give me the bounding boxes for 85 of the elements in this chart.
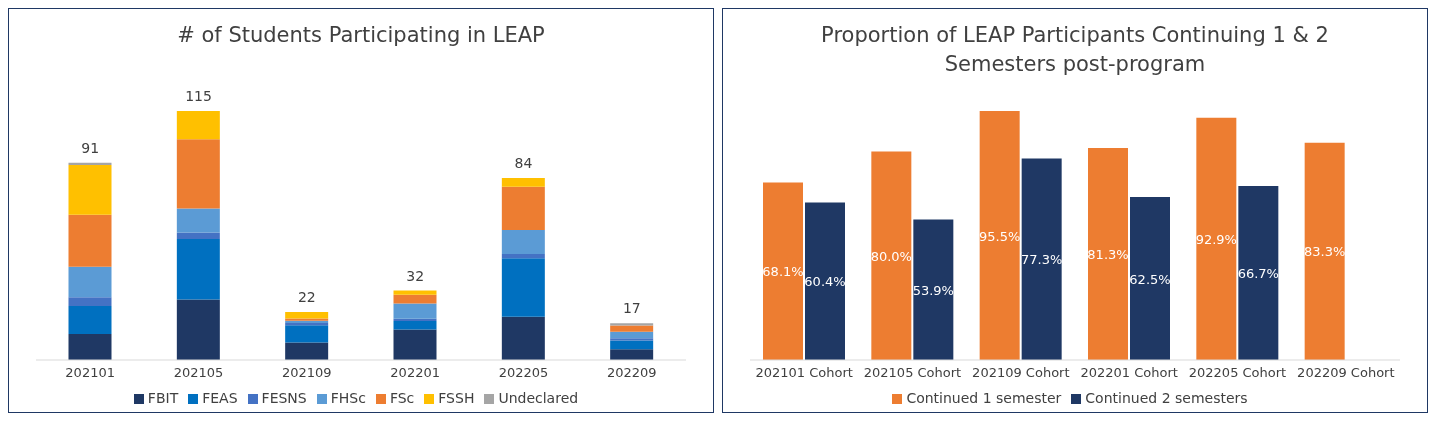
bar <box>1196 117 1237 360</box>
legend-label: Undeclared <box>498 390 579 406</box>
x-tick-label: 202205 Cohort <box>1188 365 1287 381</box>
legend-label: Continued 1 semester <box>906 390 1062 406</box>
bar <box>501 186 545 231</box>
data-label: 92.9% <box>1195 231 1237 247</box>
data-label: 53.9% <box>912 282 954 298</box>
bar <box>501 253 545 259</box>
bar <box>393 294 437 304</box>
bar <box>285 342 329 360</box>
bar <box>68 165 112 215</box>
legend-label: Continued 2 semesters <box>1085 390 1248 406</box>
bar <box>610 338 654 341</box>
bar <box>68 334 112 360</box>
bar <box>393 320 437 330</box>
chart-title: # of Students Participating in LEAP <box>176 22 546 49</box>
bar <box>176 238 220 300</box>
bar <box>176 208 220 233</box>
legend-label: FSSH <box>438 390 475 406</box>
data-label: 95.5% <box>979 228 1021 244</box>
bar <box>393 303 437 319</box>
bar <box>393 290 437 295</box>
x-tick-label: 202201 Cohort <box>1080 365 1178 381</box>
bar <box>1304 142 1345 360</box>
bar <box>501 230 545 254</box>
x-tick-label: 202209 <box>607 365 657 381</box>
data-label: 66.7% <box>1237 266 1279 282</box>
data-label: 83.3% <box>1304 244 1346 260</box>
x-tick-label: 202101 Cohort <box>755 365 853 381</box>
bar <box>1088 148 1128 360</box>
data-label: 62.5% <box>1129 271 1171 287</box>
bar <box>68 297 112 306</box>
bar <box>176 232 220 239</box>
x-tick-label: 202105 Cohort <box>863 365 962 381</box>
legend-label: FSc <box>389 390 415 406</box>
annotation: 17 <box>622 300 641 317</box>
data-label: 80.0% <box>870 248 912 264</box>
annotation: 115 <box>185 88 212 104</box>
legend-label: FHSc <box>330 390 366 406</box>
bar <box>610 340 654 350</box>
legend-label: FBIT <box>147 390 179 406</box>
bar <box>805 202 845 360</box>
bar <box>610 325 654 332</box>
bar <box>1238 186 1279 360</box>
x-tick-label: 202201 <box>390 365 440 381</box>
bar <box>610 323 654 326</box>
bar <box>285 311 329 319</box>
legend-label: FEAS <box>202 390 238 406</box>
bar <box>68 162 112 166</box>
bar <box>913 219 954 360</box>
bar <box>501 316 545 360</box>
data-label: 81.3% <box>1087 247 1129 263</box>
bar <box>1130 197 1170 360</box>
legend-label: FESNS <box>261 390 307 406</box>
bar <box>610 331 654 339</box>
x-tick-label: 202205 <box>498 365 549 381</box>
bar <box>393 329 437 360</box>
bar <box>763 182 803 360</box>
x-tick-label: 202105 <box>173 365 224 381</box>
annotation: 91 <box>81 139 100 156</box>
annotation: 84 <box>514 154 533 171</box>
bar <box>610 349 654 360</box>
bar <box>285 325 329 343</box>
bar <box>393 318 437 321</box>
chart-title: Proportion of LEAP Participants Continuing 1 & 2 Semesters post-program <box>820 22 1330 78</box>
annotation: 22 <box>297 288 316 305</box>
bar <box>1021 158 1062 360</box>
data-label: 60.4% <box>804 274 846 290</box>
annotation: 32 <box>406 267 425 284</box>
x-tick-label: 202109 Cohort <box>972 365 1070 381</box>
data-label: 68.1% <box>762 264 804 280</box>
x-tick-label: 202101 <box>65 365 115 381</box>
bar <box>501 258 545 317</box>
x-tick-label: 202209 Cohort <box>1297 365 1395 381</box>
bar <box>68 266 112 298</box>
data-label: 77.3% <box>1021 252 1063 268</box>
bar <box>979 111 1020 360</box>
bar <box>68 305 112 335</box>
x-tick-label: 202109 <box>282 365 332 381</box>
bar <box>176 111 220 140</box>
bar <box>176 139 220 209</box>
bar <box>176 299 220 360</box>
bar <box>871 151 912 360</box>
bar <box>68 214 112 267</box>
bar <box>501 177 545 187</box>
